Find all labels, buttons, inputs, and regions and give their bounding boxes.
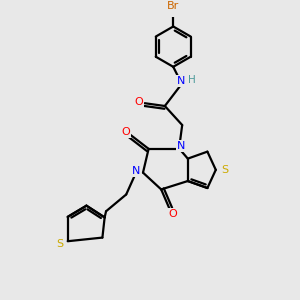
Text: S: S [221, 165, 228, 175]
Text: O: O [121, 127, 130, 137]
Text: S: S [56, 239, 63, 249]
Text: N: N [177, 76, 185, 86]
Text: N: N [132, 166, 140, 176]
Text: Br: Br [167, 1, 179, 11]
Text: N: N [177, 141, 185, 151]
Text: H: H [188, 75, 195, 85]
Text: O: O [169, 209, 177, 219]
Text: O: O [134, 97, 143, 107]
